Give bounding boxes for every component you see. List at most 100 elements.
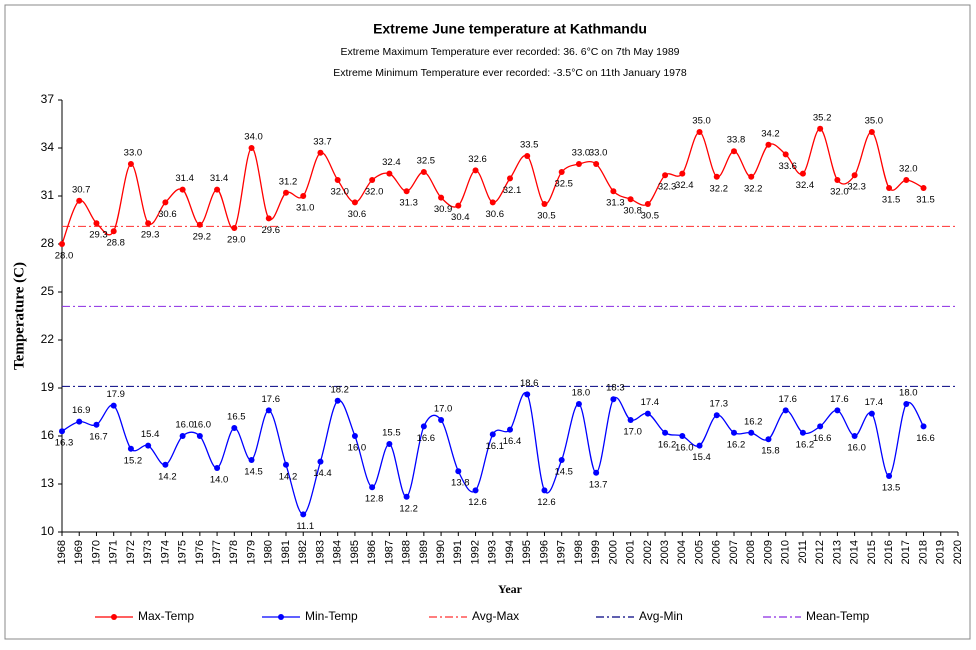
- data-point: [386, 170, 393, 177]
- data-label: 18.6: [520, 378, 539, 389]
- data-label: 17.6: [262, 394, 281, 405]
- data-point: [782, 151, 789, 158]
- x-tick-label: 1969: [73, 540, 85, 564]
- data-label: 12.8: [365, 494, 384, 505]
- x-tick-label: 2005: [693, 540, 705, 564]
- data-point: [524, 391, 531, 398]
- data-label: 31.2: [279, 176, 298, 187]
- x-tick-label: 2014: [849, 540, 861, 564]
- y-tick-label: 22: [41, 332, 55, 346]
- data-point: [868, 129, 875, 135]
- data-label: 16.0: [348, 443, 367, 454]
- data-point: [799, 429, 806, 436]
- x-tick-label: 2018: [917, 540, 929, 564]
- data-label: 30.8: [623, 206, 642, 217]
- data-label: 31.0: [296, 203, 315, 214]
- data-label: 32.0: [899, 164, 918, 175]
- data-label: 31.3: [399, 198, 418, 209]
- data-label: 29.3: [141, 230, 160, 241]
- data-point: [920, 185, 927, 191]
- data-label: 32.2: [744, 183, 763, 194]
- x-tick-label: 1981: [280, 540, 292, 564]
- data-point: [782, 407, 789, 414]
- series-line: [61, 128, 924, 245]
- x-tick-label: 1999: [590, 540, 602, 564]
- data-point: [610, 188, 617, 195]
- data-point: [420, 423, 427, 430]
- data-label: 17.6: [830, 394, 849, 405]
- x-tick-label: 2015: [866, 540, 878, 564]
- data-point: [662, 172, 669, 179]
- x-axis-label: Year: [498, 582, 523, 596]
- data-label: 16.0: [675, 443, 694, 454]
- x-tick-label: 2016: [883, 540, 895, 564]
- data-label: 32.3: [847, 182, 866, 193]
- data-point: [799, 170, 806, 177]
- data-point: [162, 199, 169, 206]
- x-tick-label: 1974: [159, 540, 171, 564]
- x-tick-label: 1993: [487, 540, 499, 564]
- data-point: [903, 401, 910, 407]
- x-tick-label: 1979: [245, 540, 257, 564]
- data-label: 17.9: [106, 389, 125, 400]
- x-tick-label: 1976: [194, 540, 206, 564]
- data-point: [903, 177, 910, 183]
- chart-title: Extreme June temperature at Kathmandu: [373, 21, 647, 37]
- data-point: [145, 442, 152, 449]
- y-tick-label: 13: [41, 476, 55, 490]
- data-point: [403, 493, 410, 500]
- data-point: [558, 457, 565, 463]
- data-point: [455, 468, 462, 475]
- data-label: 30.5: [537, 211, 556, 222]
- data-point: [696, 129, 703, 135]
- x-tick-label: 1985: [349, 540, 361, 564]
- y-tick-label: 19: [41, 380, 55, 394]
- data-point: [524, 153, 531, 159]
- data-point: [317, 149, 324, 156]
- legend-label: Max-Temp: [138, 609, 194, 623]
- data-label: 30.6: [348, 209, 367, 220]
- data-label: 13.8: [451, 478, 470, 489]
- data-label: 29.3: [89, 230, 108, 241]
- data-point: [231, 225, 238, 231]
- data-point: [420, 169, 427, 175]
- data-point: [403, 188, 410, 195]
- data-point: [179, 433, 186, 439]
- data-point: [713, 412, 720, 419]
- legend-label: Avg-Min: [639, 609, 683, 623]
- x-tick-label: 1994: [504, 540, 516, 564]
- data-label: 30.4: [451, 212, 470, 223]
- data-label: 18.2: [330, 384, 349, 395]
- x-tick-label: 2007: [728, 540, 740, 564]
- data-point: [507, 426, 513, 433]
- data-label: 30.6: [158, 209, 177, 220]
- data-point: [59, 241, 65, 247]
- data-point: [489, 431, 496, 438]
- data-label: 31.5: [916, 195, 935, 206]
- data-point: [283, 189, 289, 196]
- data-label: 11.1: [296, 521, 314, 532]
- data-point: [679, 433, 686, 439]
- x-tick-label: 2008: [745, 540, 757, 564]
- data-label: 14.2: [158, 471, 177, 482]
- x-tick-label: 2011: [797, 540, 809, 564]
- x-tick-label: 2001: [625, 540, 637, 564]
- data-label: 14.0: [210, 475, 229, 486]
- data-label: 32.2: [710, 183, 729, 194]
- data-point: [455, 202, 462, 209]
- x-tick-label: 1989: [418, 540, 430, 564]
- data-point: [575, 401, 582, 407]
- data-label: 31.4: [210, 173, 229, 184]
- data-label: 35.0: [692, 116, 711, 127]
- data-label: 16.7: [89, 431, 108, 442]
- x-tick-label: 1982: [297, 540, 309, 564]
- data-point: [541, 487, 548, 494]
- data-label: 29.0: [227, 235, 246, 246]
- data-label: 16.4: [503, 436, 522, 447]
- x-tick-label: 1983: [314, 540, 326, 564]
- x-tick-label: 1977: [211, 540, 223, 564]
- data-point: [317, 458, 324, 465]
- x-tick-label: 1968: [56, 540, 68, 564]
- x-tick-label: 2010: [780, 540, 792, 564]
- data-point: [817, 125, 824, 132]
